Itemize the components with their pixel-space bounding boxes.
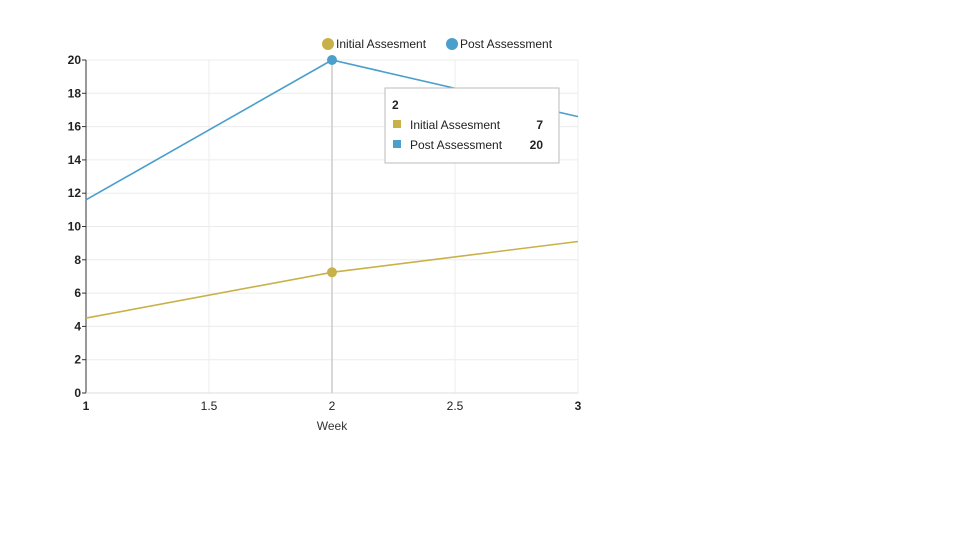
tooltip-series-value-post: 20 [530, 138, 544, 152]
x-tick-label-0: 1 [83, 399, 90, 413]
y-tick-label-7: 14 [68, 153, 82, 167]
y-tick-label-6: 12 [68, 186, 82, 200]
series-point-0-1 [327, 267, 337, 278]
tooltip-swatch-initial [393, 120, 401, 128]
tooltip: 2 Initial Assesment 7 Post Assessment 20 [384, 87, 560, 164]
y-tick-label-0: 0 [74, 386, 81, 400]
tooltip-series-name-initial: Initial Assesment [410, 118, 501, 132]
y-tick-label-2: 4 [74, 319, 81, 333]
x-axis-label: Week [317, 419, 348, 433]
legend-label-1: Post Assessment [460, 37, 553, 51]
x-tick-labels: 1 1.5 2 2.5 3 [83, 399, 582, 413]
x-tick-label-4: 3 [575, 399, 582, 413]
y-tick-label-9: 18 [68, 86, 82, 100]
y-tick-label-8: 16 [68, 120, 82, 134]
legend: Initial Assesment Post Assessment [322, 37, 553, 51]
x-tick-label-3: 2.5 [447, 399, 464, 413]
tooltip-series-value-initial: 7 [536, 118, 543, 132]
tooltip-title: 2 [392, 98, 399, 112]
tooltip-box [384, 87, 560, 164]
x-tick-label-2: 2 [329, 399, 336, 413]
y-tick-label-10: 20 [68, 53, 82, 67]
tooltip-series-name-post: Post Assessment [410, 138, 503, 152]
legend-marker-1 [446, 38, 458, 50]
legend-label-0: Initial Assesment [336, 37, 427, 51]
y-tick-label-1: 2 [74, 353, 81, 367]
series-point-1-1 [327, 55, 337, 65]
y-tick-labels: 0 2 4 6 8 10 12 14 16 18 20 [68, 53, 86, 400]
x-tick-label-1: 1.5 [201, 399, 218, 413]
y-tick-label-4: 8 [74, 253, 81, 267]
y-tick-label-5: 10 [68, 220, 82, 234]
y-tick-label-3: 6 [74, 286, 81, 300]
legend-marker-0 [322, 38, 334, 50]
tooltip-swatch-post [393, 140, 401, 148]
